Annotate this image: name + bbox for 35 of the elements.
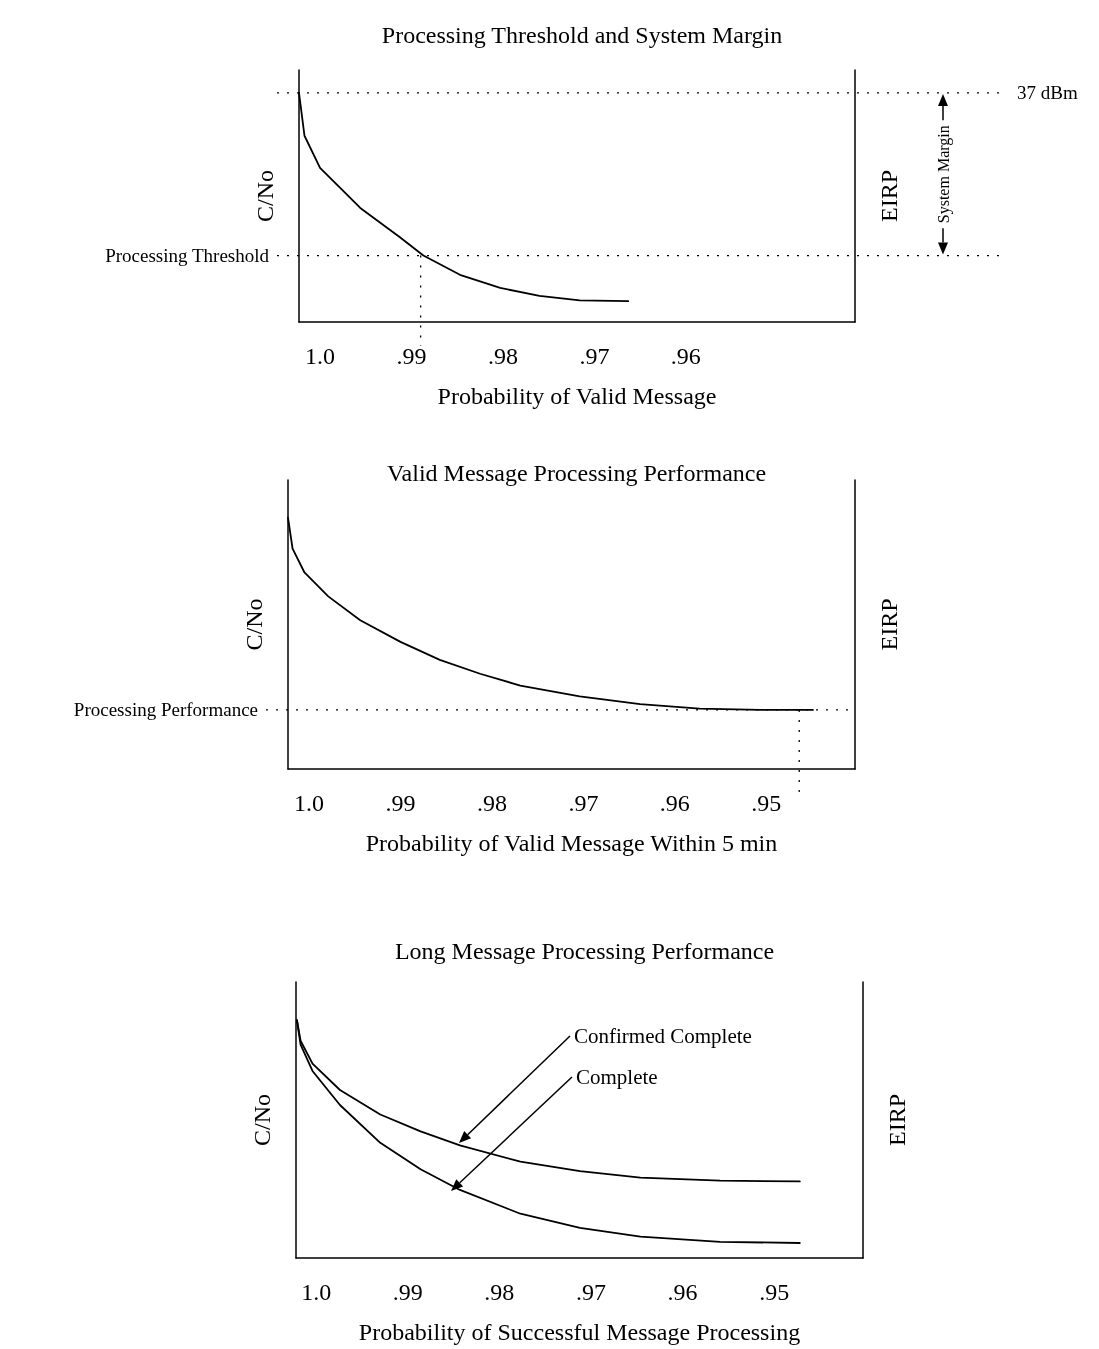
y2-axis-title: EIRP	[884, 1093, 910, 1147]
x-tick-label: .97	[568, 790, 599, 816]
x-tick-label: .96	[670, 343, 701, 369]
y2-axis-title: EIRP	[876, 169, 902, 223]
x-tick-label: .98	[484, 1279, 515, 1305]
y-axis-title: C/No	[252, 169, 278, 223]
text: System Margin	[934, 125, 953, 224]
x-axis-title: Probability of Valid Message	[437, 383, 717, 409]
x-tick-label: .95	[751, 790, 782, 816]
annotation: Complete	[576, 1065, 658, 1089]
x-tick-label: .96	[667, 1279, 698, 1305]
y2-axis-title: EIRP	[876, 598, 902, 651]
x-tick-label: .96	[659, 790, 690, 816]
x-tick-label: .98	[476, 790, 507, 816]
x-tick-label: 1.0	[294, 790, 325, 816]
x-tick-label: .97	[579, 343, 610, 369]
x-tick-label: .97	[575, 1279, 606, 1305]
x-tick-label: .95	[759, 1279, 790, 1305]
x-axis-title: Probability of Valid Message Within 5 min	[365, 830, 778, 856]
x-axis-title: Probability of Successful Message Processing	[358, 1319, 801, 1345]
x-tick-label: .98	[487, 343, 518, 369]
x-tick-label: .99	[392, 1279, 423, 1305]
ref-line-label: Processing Threshold	[105, 245, 270, 267]
x-tick-label: .99	[385, 790, 416, 816]
x-tick-label: .99	[396, 343, 427, 369]
chart-title: Long Message Processing Performance	[394, 938, 775, 964]
y-axis-title: C/No	[249, 1093, 275, 1147]
ref-line-label: 37 dBm	[1017, 82, 1078, 104]
annotation: Confirmed Complete	[574, 1024, 752, 1048]
chart-title: Valid Message Processing Performance	[386, 460, 767, 486]
chart-title: Processing Threshold and System Margin	[381, 22, 783, 48]
ref-line-label: Processing Performance	[73, 699, 258, 721]
x-tick-label: 1.0	[301, 1279, 332, 1305]
x-tick-label: 1.0	[305, 343, 336, 369]
y-axis-title: C/No	[241, 598, 267, 651]
